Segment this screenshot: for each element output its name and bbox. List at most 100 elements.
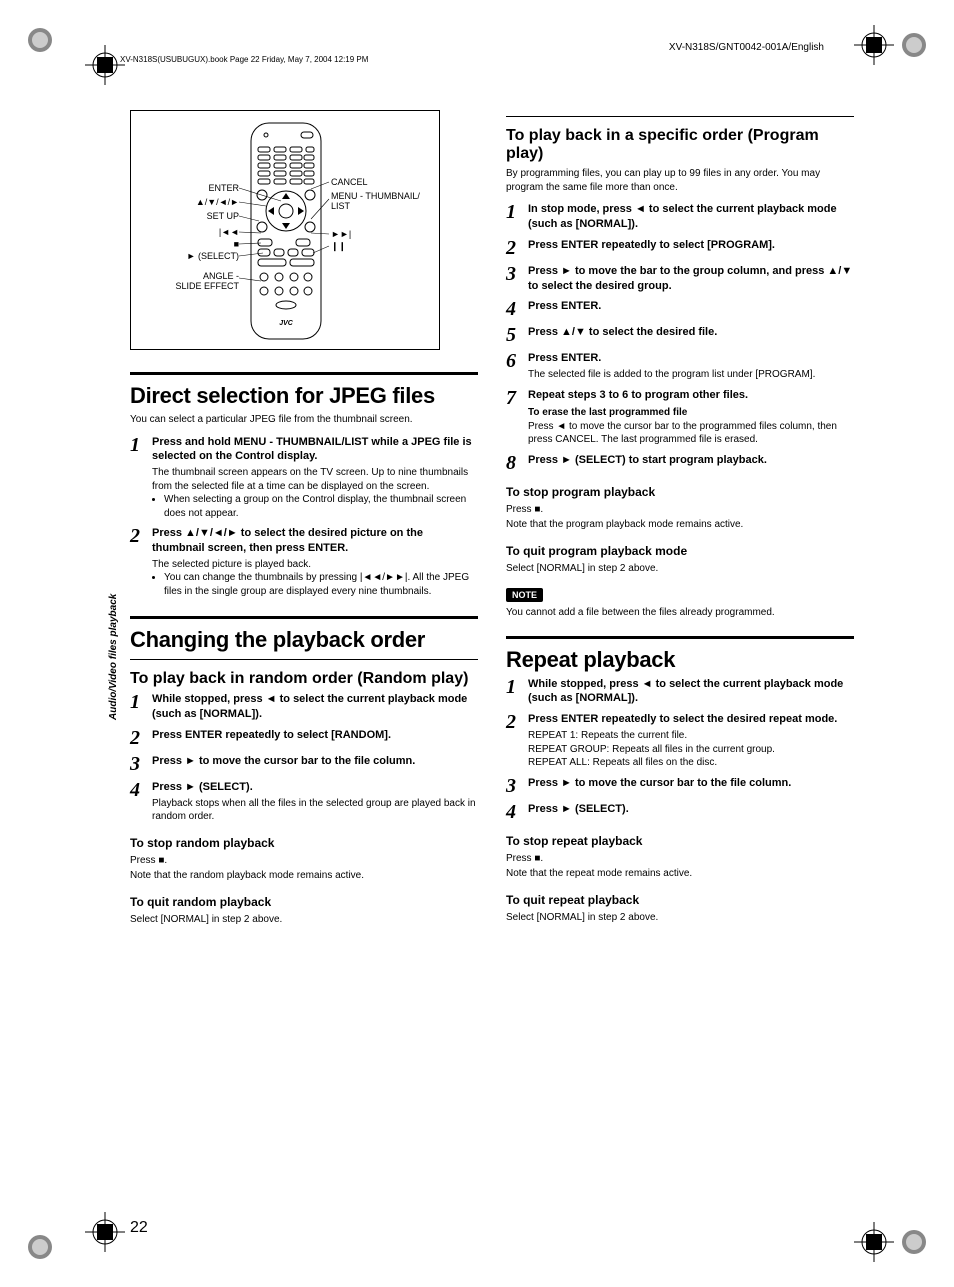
step-number: 2 bbox=[130, 728, 152, 748]
step-bold: Press ► to move the bar to the group col… bbox=[528, 264, 854, 294]
step-number: 2 bbox=[506, 238, 528, 258]
step-bold: Press ENTER. bbox=[528, 351, 854, 366]
step-plain: The thumbnail screen appears on the TV s… bbox=[152, 466, 478, 493]
body-text: Note that the random playback mode remai… bbox=[130, 869, 478, 883]
step-bold: Press ► (SELECT) to start program playba… bbox=[528, 453, 854, 468]
step-item: 1In stop mode, press ◄ to select the cur… bbox=[506, 202, 854, 232]
rule bbox=[130, 616, 478, 619]
step-number: 8 bbox=[506, 453, 528, 473]
step-number: 6 bbox=[506, 351, 528, 381]
note-body: You cannot add a file between the files … bbox=[506, 606, 854, 620]
step-item: 3Press ► to move the bar to the group co… bbox=[506, 264, 854, 294]
rule bbox=[130, 372, 478, 375]
section-title-repeat: Repeat playback bbox=[506, 647, 854, 673]
step-number: 3 bbox=[130, 754, 152, 774]
step-text: Press ► (SELECT). bbox=[528, 802, 854, 822]
step-item: 3Press ► to move the cursor bar to the f… bbox=[130, 754, 478, 774]
step-text: In stop mode, press ◄ to select the curr… bbox=[528, 202, 854, 232]
step-item: 2Press ENTER repeatedly to select the de… bbox=[506, 712, 854, 769]
step-bold: Press ▲/▼ to select the desired file. bbox=[528, 325, 854, 340]
step-item: 2Press ENTER repeatedly to select [PROGR… bbox=[506, 238, 854, 258]
crop-mark-br bbox=[854, 1217, 934, 1267]
step-item: 8Press ► (SELECT) to start program playb… bbox=[506, 453, 854, 473]
step-bold: Press ► (SELECT). bbox=[528, 802, 854, 817]
subsection-random: To play back in random order (Random pla… bbox=[130, 670, 478, 688]
crop-mark-tr bbox=[854, 20, 934, 70]
body-text: Press ■. bbox=[130, 854, 478, 868]
step-plain: The selected file is added to the progra… bbox=[528, 368, 854, 382]
left-column: JVC ENTER ▲/▼/◄/► SET UP |◄◄ ■ ► (SELECT… bbox=[130, 110, 478, 1227]
step-item: 1Press and hold MENU - THUMBNAIL/LIST wh… bbox=[130, 435, 478, 521]
step-plain: The selected picture is played back. bbox=[152, 558, 478, 572]
remote-diagram: JVC ENTER ▲/▼/◄/► SET UP |◄◄ ■ ► (SELECT… bbox=[130, 110, 440, 350]
crop-mark-bl bbox=[20, 1227, 80, 1267]
step-text: Press ▲/▼/◄/► to select the desired pict… bbox=[152, 526, 478, 598]
body-text: Select [NORMAL] in step 2 above. bbox=[130, 913, 478, 927]
side-section-label: Audio/Video files playback bbox=[108, 594, 119, 720]
intro-text: You can select a particular JPEG file fr… bbox=[130, 413, 478, 427]
step-bold: Press ► (SELECT). bbox=[152, 780, 478, 795]
step-item: 4Press ► (SELECT). Playback stops when al… bbox=[130, 780, 478, 824]
step-text: Repeat steps 3 to 6 to program other fil… bbox=[528, 388, 854, 447]
step-text: Press ► (SELECT) to start program playba… bbox=[528, 453, 854, 473]
step-number: 2 bbox=[506, 712, 528, 769]
step-bold: Press ENTER. bbox=[528, 299, 854, 314]
mini-stop-repeat: To stop repeat playback bbox=[506, 834, 854, 848]
crop-mark-bl2 bbox=[80, 1207, 130, 1257]
step-bold: In stop mode, press ◄ to select the curr… bbox=[528, 202, 854, 232]
step-bold: Repeat steps 3 to 6 to program other fil… bbox=[528, 388, 854, 403]
step-number: 5 bbox=[506, 325, 528, 345]
step-number: 1 bbox=[130, 435, 152, 521]
step-item: 6Press ENTER. The selected file is added … bbox=[506, 351, 854, 381]
step-item: 2Press ▲/▼/◄/► to select the desired pic… bbox=[130, 526, 478, 598]
step-text: Press ▲/▼ to select the desired file. bbox=[528, 325, 854, 345]
step-number: 4 bbox=[130, 780, 152, 824]
step-text: Press ENTER repeatedly to select [RANDOM… bbox=[152, 728, 478, 748]
step-text: Press ► to move the cursor bar to the fi… bbox=[152, 754, 478, 774]
step-bold: Press and hold MENU - THUMBNAIL/LIST whi… bbox=[152, 435, 478, 465]
step-number: 1 bbox=[506, 677, 528, 707]
step-item: 4Press ► (SELECT). bbox=[506, 802, 854, 822]
mini-stop-random: To stop random playback bbox=[130, 836, 478, 850]
section-title-direct: Direct selection for JPEG files bbox=[130, 383, 478, 409]
step-text: Press ENTER. The selected file is added t… bbox=[528, 351, 854, 381]
step-text: Press ► (SELECT). Playback stops when all… bbox=[152, 780, 478, 824]
step-number: 4 bbox=[506, 802, 528, 822]
step-number: 1 bbox=[130, 692, 152, 722]
step-text: Press ► to move the cursor bar to the fi… bbox=[528, 776, 854, 796]
step-bold: While stopped, press ◄ to select the cur… bbox=[528, 677, 854, 707]
step-bold: Press ENTER repeatedly to select [RANDOM… bbox=[152, 728, 478, 743]
step-item: 2Press ENTER repeatedly to select [RANDO… bbox=[130, 728, 478, 748]
step-item: 4Press ENTER. bbox=[506, 299, 854, 319]
crop-mark-tl bbox=[20, 20, 80, 60]
step-number: 2 bbox=[130, 526, 152, 598]
mini-stop-program: To stop program playback bbox=[506, 485, 854, 499]
step-text: While stopped, press ◄ to select the cur… bbox=[152, 692, 478, 722]
step-plain: Playback stops when all the files in the… bbox=[152, 797, 478, 824]
body-text: Select [NORMAL] in step 2 above. bbox=[506, 911, 854, 925]
step-text: Press ENTER. bbox=[528, 299, 854, 319]
right-column: To play back in a specific order (Progra… bbox=[506, 110, 854, 1227]
step-bold: Press ENTER repeatedly to select the des… bbox=[528, 712, 854, 727]
section-title-changing: Changing the playback order bbox=[130, 627, 478, 653]
step-plain: Press ◄ to move the cursor bar to the pr… bbox=[528, 420, 854, 447]
remote-leader-lines bbox=[131, 111, 441, 351]
step-bullets: When selecting a group on the Control di… bbox=[164, 493, 478, 520]
rule bbox=[506, 636, 854, 639]
step-text: Press and hold MENU - THUMBNAIL/LIST whi… bbox=[152, 435, 478, 521]
rule bbox=[130, 659, 478, 660]
rule bbox=[506, 116, 854, 117]
intro-text: By programming files, you can play up to… bbox=[506, 167, 854, 194]
body-text: Press ■. bbox=[506, 503, 854, 517]
step-bold: Press ▲/▼/◄/► to select the desired pict… bbox=[152, 526, 478, 556]
body-text: Press ■. bbox=[506, 852, 854, 866]
body-text: Note that the repeat mode remains active… bbox=[506, 867, 854, 881]
bullet-item: You can change the thumbnails by pressin… bbox=[164, 571, 478, 598]
step-item: 7Repeat steps 3 to 6 to program other fi… bbox=[506, 388, 854, 447]
content-area: JVC ENTER ▲/▼/◄/► SET UP |◄◄ ■ ► (SELECT… bbox=[130, 110, 854, 1227]
step-text: Press ► to move the bar to the group col… bbox=[528, 264, 854, 294]
step-item: 3Press ► to move the cursor bar to the f… bbox=[506, 776, 854, 796]
step-bold: Press ENTER repeatedly to select [PROGRA… bbox=[528, 238, 854, 253]
note-badge: NOTE bbox=[506, 588, 543, 602]
step-text: While stopped, press ◄ to select the cur… bbox=[528, 677, 854, 707]
